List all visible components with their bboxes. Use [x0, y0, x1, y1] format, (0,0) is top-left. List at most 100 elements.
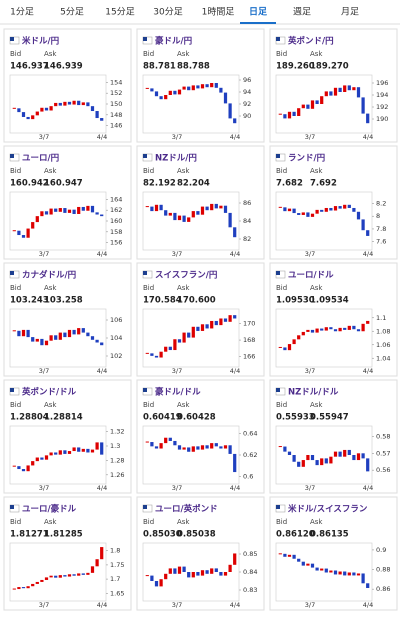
card[interactable] — [3, 379, 132, 494]
candle-body — [347, 572, 351, 576]
y-tick-label: 104 — [110, 334, 122, 342]
card-title[interactable]: ユーロ/円 — [22, 154, 59, 164]
bid-value: 1.09530 — [276, 296, 315, 306]
tab[interactable]: 1時間足 — [202, 7, 235, 18]
flag-mark — [10, 154, 14, 158]
card-title[interactable]: ランド/円 — [288, 154, 325, 164]
candle-body — [168, 346, 172, 351]
candle-body — [86, 102, 90, 107]
candle-body — [352, 207, 356, 212]
card-title[interactable]: ユーロ/英ポンド — [155, 504, 218, 515]
bid-label: Bid — [10, 167, 21, 175]
x-tick-label: 3/7 — [172, 250, 182, 258]
candle-body — [26, 116, 30, 120]
candle-body — [292, 111, 296, 116]
card[interactable] — [269, 379, 398, 494]
candle-body — [145, 206, 149, 208]
candle-body — [54, 102, 58, 107]
tab[interactable]: 1分足 — [10, 7, 34, 18]
card-title[interactable]: 豪ドル/円 — [155, 36, 192, 47]
card-title[interactable]: カナダドル/円 — [22, 270, 76, 281]
tab[interactable]: 週足 — [293, 7, 311, 18]
card-title[interactable]: 英ポンド/ドル — [21, 387, 77, 398]
x-tick-label: 4/4 — [230, 133, 240, 141]
candle-body — [315, 460, 319, 466]
card[interactable] — [136, 28, 265, 143]
card[interactable] — [136, 496, 265, 611]
tab[interactable]: 日足 — [249, 7, 268, 18]
card[interactable] — [269, 145, 398, 260]
ask-value: 88.788 — [177, 62, 210, 72]
card-title[interactable]: ユーロ/豪ドル — [22, 504, 77, 515]
tab[interactable]: 30分足 — [153, 7, 182, 18]
tab[interactable]: 5分足 — [60, 7, 84, 18]
candle-body — [306, 104, 310, 109]
plot-frame — [142, 308, 240, 368]
flag-mark — [276, 505, 280, 509]
ask-label: Ask — [310, 401, 323, 409]
card-title[interactable]: NZドル/円 — [155, 154, 197, 164]
card[interactable] — [269, 496, 398, 611]
y-tick-label: 106 — [110, 316, 122, 324]
card-title[interactable]: 英ポンド/円 — [287, 36, 334, 47]
flag-mark — [143, 505, 147, 509]
candle-body — [72, 209, 76, 214]
card-title[interactable]: 米ドル/円 — [22, 36, 59, 47]
candle-body — [191, 85, 195, 91]
y-tick-label: 1.7 — [110, 575, 120, 583]
candle-body — [287, 554, 292, 557]
candle-body — [214, 203, 218, 209]
candle-body — [343, 327, 347, 330]
candle-body — [233, 118, 237, 124]
y-tick-label: 0.83 — [243, 586, 257, 594]
card[interactable] — [3, 28, 132, 143]
candle-body — [173, 440, 177, 446]
plot-frame — [275, 425, 373, 485]
candle-body — [81, 206, 85, 211]
card[interactable] — [3, 496, 132, 611]
candle-body — [338, 451, 342, 457]
x-tick-label: 3/7 — [305, 250, 315, 258]
x-tick-label: 4/4 — [97, 601, 107, 609]
candle-body — [17, 466, 21, 470]
card[interactable] — [136, 379, 265, 494]
card[interactable] — [269, 28, 398, 143]
card[interactable] — [269, 262, 398, 377]
candle-body — [86, 572, 90, 575]
bid-label: Bid — [143, 518, 154, 526]
candle-body — [292, 554, 296, 559]
candle-body — [177, 339, 182, 343]
card-title[interactable]: スイスフラン/円 — [155, 271, 217, 281]
candle-body — [168, 212, 172, 216]
candle-body — [210, 83, 214, 88]
candle-body — [164, 437, 168, 444]
candle-body — [210, 320, 214, 329]
candle-body — [12, 465, 16, 467]
tab[interactable]: 月足 — [341, 7, 359, 18]
card-title[interactable]: NZドル/ドル — [288, 388, 339, 398]
card[interactable] — [136, 145, 265, 260]
candle-body — [233, 453, 237, 473]
candle-body — [278, 346, 282, 348]
card-title[interactable]: ユーロ/ドル — [288, 271, 334, 281]
bid-label: Bid — [10, 284, 21, 292]
candle-body — [154, 91, 159, 97]
candle-body — [95, 111, 99, 119]
candle-body — [187, 572, 191, 578]
y-tick-label: 0.56 — [376, 466, 390, 474]
candle-body — [159, 351, 163, 358]
candle-body — [182, 332, 186, 343]
tab[interactable]: 15分足 — [105, 7, 134, 18]
y-tick-label: 190 — [376, 115, 388, 123]
card-title[interactable]: 米ドル/スイスフラン — [288, 504, 368, 515]
candle-body — [12, 230, 16, 232]
y-tick-label: 8 — [376, 212, 380, 220]
y-tick-label: 90 — [243, 112, 251, 120]
card[interactable] — [136, 262, 265, 377]
candle-body — [214, 443, 218, 447]
candle-body — [196, 326, 200, 331]
card[interactable] — [3, 145, 132, 260]
card[interactable] — [3, 262, 132, 377]
card-title[interactable]: 豪ドル/ドル — [155, 387, 201, 398]
candle-body — [63, 450, 67, 454]
